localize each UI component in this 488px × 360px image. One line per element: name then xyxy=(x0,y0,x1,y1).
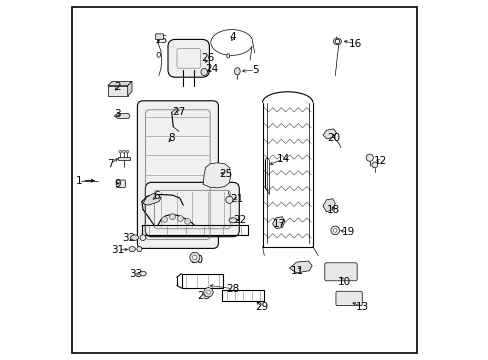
Polygon shape xyxy=(127,81,132,96)
Text: 30: 30 xyxy=(190,255,203,265)
Circle shape xyxy=(333,229,336,232)
Text: 31: 31 xyxy=(111,245,124,255)
Ellipse shape xyxy=(201,68,207,76)
Text: 13: 13 xyxy=(355,302,368,312)
Circle shape xyxy=(162,217,167,222)
FancyBboxPatch shape xyxy=(145,183,239,237)
Text: 18: 18 xyxy=(326,204,340,215)
Circle shape xyxy=(330,226,339,235)
Ellipse shape xyxy=(129,247,135,252)
Polygon shape xyxy=(108,81,132,86)
Circle shape xyxy=(366,154,373,161)
Circle shape xyxy=(371,162,377,168)
Ellipse shape xyxy=(140,271,146,276)
Circle shape xyxy=(335,39,339,44)
Ellipse shape xyxy=(157,52,160,57)
Text: 32: 32 xyxy=(122,233,135,243)
Text: 7: 7 xyxy=(107,159,114,169)
Text: 17: 17 xyxy=(273,219,286,229)
Polygon shape xyxy=(289,261,311,273)
Text: 12: 12 xyxy=(373,156,386,166)
Text: 2: 2 xyxy=(114,82,121,92)
Text: 8: 8 xyxy=(168,132,175,143)
Ellipse shape xyxy=(228,218,237,223)
Text: 10: 10 xyxy=(337,276,350,287)
Circle shape xyxy=(225,196,232,203)
Text: 9: 9 xyxy=(114,179,121,189)
Text: 28: 28 xyxy=(226,284,239,294)
Text: 29: 29 xyxy=(255,302,268,312)
Circle shape xyxy=(137,247,142,252)
Polygon shape xyxy=(114,113,130,118)
FancyBboxPatch shape xyxy=(168,40,209,77)
Circle shape xyxy=(177,216,183,221)
FancyBboxPatch shape xyxy=(324,263,356,281)
Polygon shape xyxy=(322,199,335,212)
Ellipse shape xyxy=(226,54,229,58)
FancyBboxPatch shape xyxy=(117,180,125,188)
Text: 33: 33 xyxy=(129,269,142,279)
Circle shape xyxy=(119,150,122,153)
Text: 15: 15 xyxy=(154,35,167,45)
Text: 16: 16 xyxy=(348,39,361,49)
Text: 26: 26 xyxy=(201,53,214,63)
FancyBboxPatch shape xyxy=(155,34,163,40)
Text: 4: 4 xyxy=(229,32,236,42)
Circle shape xyxy=(126,150,129,153)
Text: 22: 22 xyxy=(233,215,246,225)
Text: 3: 3 xyxy=(114,109,121,120)
Text: 23: 23 xyxy=(197,291,210,301)
Circle shape xyxy=(122,150,125,153)
FancyBboxPatch shape xyxy=(335,291,362,306)
Circle shape xyxy=(192,255,197,260)
Text: 11: 11 xyxy=(290,266,304,276)
Circle shape xyxy=(169,214,175,220)
Ellipse shape xyxy=(130,235,139,240)
Text: 1: 1 xyxy=(76,176,82,186)
Circle shape xyxy=(203,288,213,297)
Text: 6: 6 xyxy=(153,191,160,201)
Text: 14: 14 xyxy=(276,154,289,164)
Circle shape xyxy=(206,291,210,294)
Polygon shape xyxy=(272,217,284,229)
Text: 25: 25 xyxy=(219,168,232,179)
Text: 27: 27 xyxy=(172,107,185,117)
Circle shape xyxy=(189,252,200,262)
Ellipse shape xyxy=(333,38,341,45)
Polygon shape xyxy=(322,129,336,139)
FancyBboxPatch shape xyxy=(108,86,127,96)
FancyBboxPatch shape xyxy=(118,157,130,160)
Text: 24: 24 xyxy=(204,64,218,74)
Circle shape xyxy=(140,235,145,240)
Circle shape xyxy=(184,219,190,224)
Polygon shape xyxy=(142,194,161,205)
Text: 20: 20 xyxy=(326,132,340,143)
FancyBboxPatch shape xyxy=(137,101,218,248)
Ellipse shape xyxy=(234,68,240,75)
Text: 19: 19 xyxy=(341,227,354,237)
Text: 21: 21 xyxy=(229,194,243,204)
Polygon shape xyxy=(203,163,230,188)
Text: 5: 5 xyxy=(251,65,258,75)
